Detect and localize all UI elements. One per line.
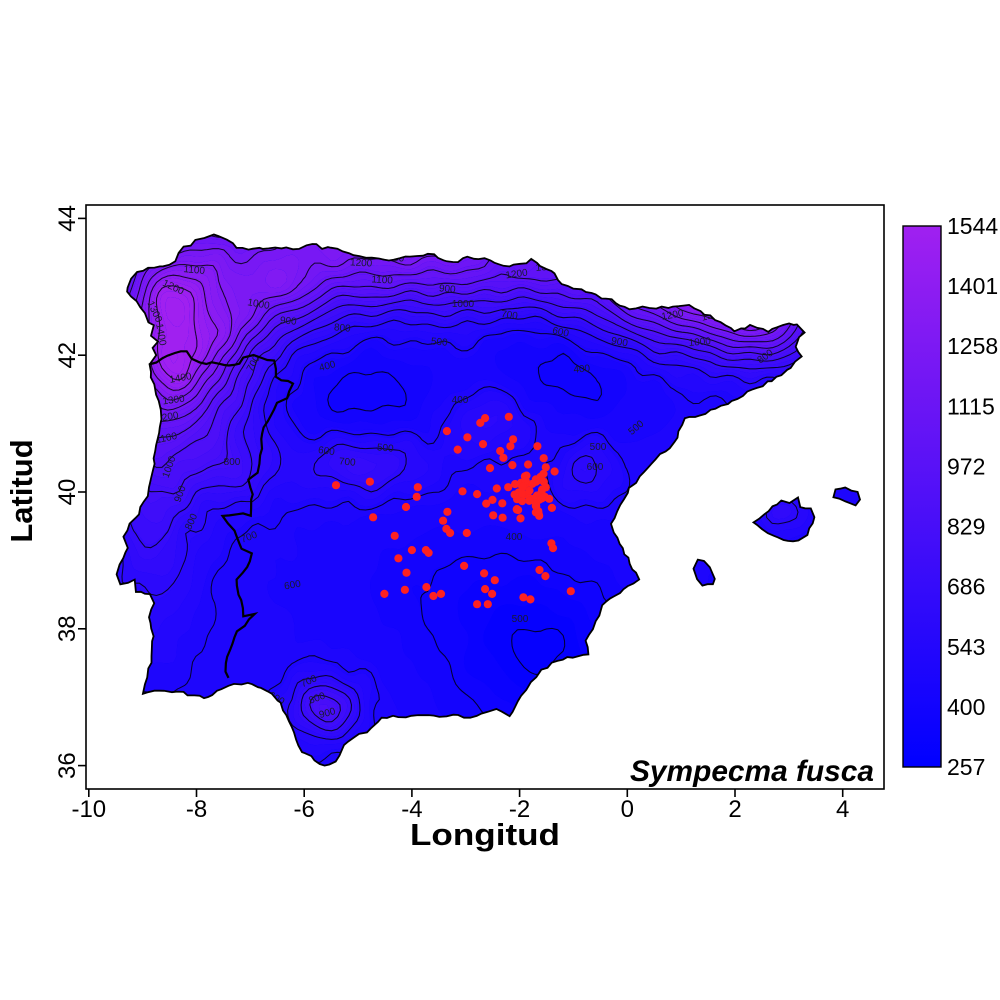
svg-text:1100: 1100	[371, 274, 393, 286]
svg-text:1115: 1115	[947, 393, 995, 419]
svg-text:-4: -4	[401, 796, 422, 823]
svg-text:900: 900	[279, 315, 297, 327]
svg-text:700: 700	[500, 309, 518, 322]
svg-text:400: 400	[573, 363, 591, 375]
svg-text:600: 600	[587, 462, 604, 473]
svg-text:400: 400	[506, 532, 523, 543]
svg-text:-10: -10	[71, 796, 106, 823]
svg-text:2: 2	[728, 796, 741, 823]
svg-text:700: 700	[338, 456, 356, 468]
svg-text:900: 900	[318, 706, 337, 721]
svg-text:Sympecma fusca: Sympecma fusca	[630, 755, 874, 788]
svg-text:257: 257	[947, 754, 985, 780]
svg-text:400: 400	[452, 395, 469, 406]
svg-text:-2: -2	[509, 796, 530, 823]
svg-text:800: 800	[333, 322, 351, 334]
svg-text:0: 0	[621, 796, 634, 823]
svg-text:972: 972	[947, 453, 985, 479]
svg-text:900: 900	[610, 336, 629, 350]
svg-text:Longitud: Longitud	[410, 817, 560, 852]
svg-text:500: 500	[376, 442, 394, 454]
svg-text:1100: 1100	[155, 431, 179, 446]
svg-text:1200: 1200	[505, 267, 529, 281]
svg-text:500: 500	[430, 336, 448, 348]
svg-text:800: 800	[224, 457, 241, 468]
svg-text:44: 44	[54, 205, 81, 232]
svg-text:40: 40	[54, 479, 81, 506]
svg-text:600: 600	[317, 445, 335, 458]
svg-text:1000: 1000	[452, 299, 475, 310]
svg-text:-6: -6	[294, 796, 315, 823]
svg-text:400: 400	[947, 694, 985, 720]
svg-text:1258: 1258	[947, 333, 998, 359]
svg-text:1200: 1200	[350, 257, 373, 269]
svg-text:500: 500	[590, 442, 607, 453]
svg-text:Latitud: Latitud	[4, 439, 39, 542]
svg-text:1000: 1000	[247, 297, 271, 312]
svg-text:1300: 1300	[162, 393, 186, 407]
svg-text:38: 38	[54, 615, 81, 642]
svg-text:1544: 1544	[947, 213, 998, 239]
svg-text:600: 600	[283, 579, 302, 593]
svg-text:4: 4	[836, 796, 849, 823]
svg-text:36: 36	[54, 752, 81, 779]
svg-text:42: 42	[54, 342, 81, 369]
svg-text:543: 543	[947, 634, 985, 660]
svg-text:1200: 1200	[661, 308, 685, 323]
svg-text:-8: -8	[186, 796, 207, 823]
svg-text:900: 900	[438, 283, 456, 295]
svg-text:600: 600	[551, 325, 570, 339]
svg-text:1400: 1400	[169, 371, 193, 386]
svg-text:829: 829	[947, 514, 985, 540]
svg-text:1000: 1000	[688, 336, 712, 349]
svg-text:500: 500	[512, 614, 529, 625]
svg-text:1401: 1401	[947, 273, 998, 299]
svg-text:1100: 1100	[183, 264, 206, 277]
svg-text:686: 686	[947, 574, 985, 600]
svg-text:400: 400	[318, 359, 337, 374]
